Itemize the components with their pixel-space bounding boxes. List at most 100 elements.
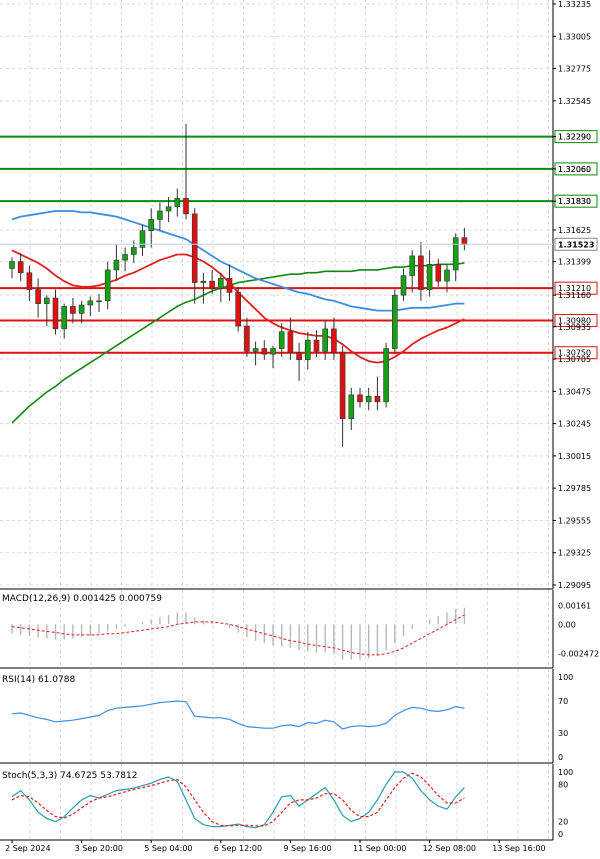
candle <box>261 340 268 360</box>
candle-body <box>191 213 198 283</box>
price-tick-label: 1.29555 <box>558 516 591 525</box>
time-tick-label: 2 Sep 2024 <box>5 844 51 853</box>
ma-blue-line <box>11 210 465 312</box>
candle-body <box>165 206 172 212</box>
current-price-label: 1.31523 <box>558 240 594 249</box>
macd-tick-label: -0.002472 <box>558 649 599 658</box>
candle <box>444 264 450 293</box>
price-tick-label: 1.33235 <box>558 0 591 9</box>
candle-body <box>148 219 154 231</box>
price-tick-label: 1.30935 <box>558 323 591 332</box>
candle <box>339 345 346 447</box>
rsi-grid: 100 70 30 0 <box>0 669 573 764</box>
candle-body <box>278 331 285 349</box>
candle <box>374 376 381 411</box>
support-resistance-lines: 1.32290 1.32060 1.31830 1.31210 1.30980 1.307… <box>0 130 598 360</box>
candle <box>435 258 442 287</box>
candle <box>270 345 276 369</box>
candle-body <box>43 297 50 304</box>
candle-body <box>174 198 181 208</box>
price-tick-label: 1.32775 <box>558 65 591 74</box>
price-tick-label: 1.30015 <box>558 452 591 461</box>
price-panel: 1.32290 1.32060 1.31830 1.31210 1.30980 1.307… <box>0 0 598 590</box>
candle <box>26 265 33 301</box>
candle <box>426 250 433 297</box>
candle <box>244 317 250 357</box>
level-label: 1.30750 <box>558 349 591 358</box>
candle-body <box>461 237 468 245</box>
rsi-tick-label: 0 <box>558 753 563 762</box>
candle-body <box>104 269 111 302</box>
time-tick-label: 13 Sep 16:00 <box>492 844 545 853</box>
candle <box>104 261 111 310</box>
candle-body <box>313 339 320 352</box>
candle <box>209 269 215 294</box>
candle <box>365 387 372 411</box>
candle-body <box>270 348 276 355</box>
level-label: 1.31210 <box>558 284 591 293</box>
level-label-box <box>554 313 598 327</box>
candle-body <box>9 261 15 269</box>
candle-body <box>304 339 311 361</box>
stoch-d-line <box>11 772 465 827</box>
candle <box>70 298 76 324</box>
candle <box>122 247 128 272</box>
candle-body <box>113 259 120 271</box>
candle <box>383 342 389 408</box>
candle-body <box>383 348 389 403</box>
candle <box>200 272 207 304</box>
price-tick-label: 1.32060 <box>558 165 591 174</box>
candle <box>357 387 363 408</box>
candle-body <box>391 294 398 349</box>
price-tick-label: 1.31160 <box>558 291 591 300</box>
level-label: 1.32060 <box>558 165 591 174</box>
candle-body <box>26 272 33 290</box>
rsi-tick-label: 70 <box>558 697 568 706</box>
candle-body <box>409 255 416 276</box>
candle <box>35 278 41 318</box>
candle <box>252 341 259 366</box>
candle-body <box>339 352 346 419</box>
candle <box>278 323 285 357</box>
candle-body <box>87 300 94 306</box>
candle-body <box>183 198 189 215</box>
stoch-tick-label: 100 <box>558 768 573 777</box>
macd-label: MACD(12,26,9) 0.001425 0.000759 <box>2 594 162 604</box>
price-tick-label: 1.31625 <box>558 226 591 235</box>
candle <box>139 225 146 256</box>
price-tick-label: 1.33005 <box>558 32 591 41</box>
stoch-tick-label: 80 <box>558 780 568 789</box>
candles <box>9 123 468 447</box>
rsi-panel: 100 70 30 0 RSI(14) 61.0788 <box>0 669 573 764</box>
candle <box>391 289 398 355</box>
macd-panel: 0.00161 0.00 -0.002472 MACD(12,26,9) 0.001… <box>0 590 599 669</box>
price-tick-label: 1.31830 <box>558 197 591 206</box>
candle-body <box>226 278 233 293</box>
candle-body <box>357 394 363 403</box>
time-tick-label: 6 Sep 12:00 <box>214 844 262 853</box>
candle-body <box>244 325 250 352</box>
time-tick-label: 5 Sep 04:00 <box>144 844 192 853</box>
candle-body <box>400 275 407 296</box>
candle <box>226 264 233 301</box>
candle <box>313 330 320 357</box>
candle-body <box>322 328 329 352</box>
price-tick-label: 1.31399 <box>558 258 591 267</box>
price-tick-label: 1.29325 <box>558 549 591 558</box>
time-tick-label: 3 Sep 20:00 <box>75 844 123 853</box>
stoch-tick-label: 20 <box>558 818 568 827</box>
candle <box>165 196 172 223</box>
candle-body <box>70 306 76 314</box>
candle-body <box>61 306 68 330</box>
candle-body <box>287 331 294 354</box>
candle <box>348 387 355 430</box>
candle-body <box>78 304 85 314</box>
candle <box>113 244 120 282</box>
price-tick-label: 1.29095 <box>558 581 591 590</box>
candle-body <box>200 280 207 283</box>
candle <box>235 286 241 332</box>
candle <box>17 253 24 282</box>
rsi-line <box>11 700 465 730</box>
price-axis: 1.33235 1.33005 1.32775 1.32545 1.32290 1.320… <box>0 0 598 590</box>
